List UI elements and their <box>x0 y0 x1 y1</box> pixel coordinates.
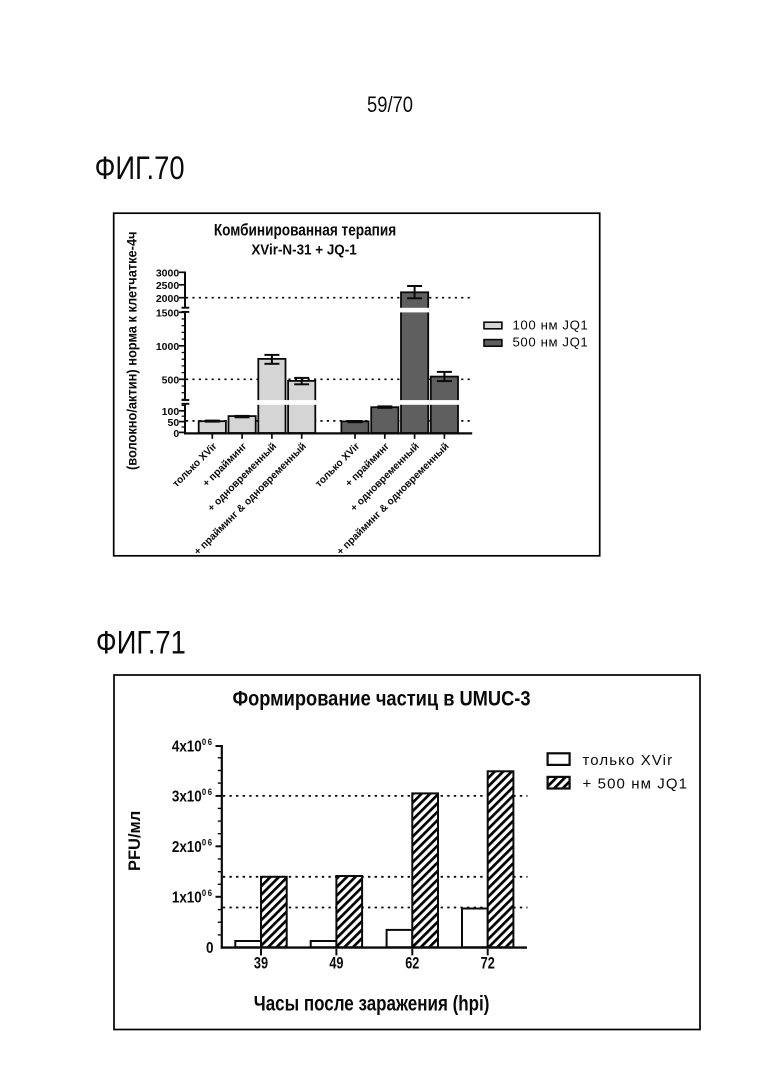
svg-text:2x10: 2x10 <box>172 839 202 856</box>
svg-text:59/70: 59/70 <box>367 94 413 118</box>
svg-text:62: 62 <box>405 955 419 973</box>
svg-text:(волокно/актин) норма к клетча: (волокно/актин) норма к клетчатке-4ч <box>124 231 139 470</box>
svg-text:ФИГ.71: ФИГ.71 <box>96 625 186 660</box>
svg-text:39: 39 <box>254 955 268 973</box>
svg-text:3x10: 3x10 <box>172 789 202 806</box>
svg-text:XVir-N-31 + JQ-1: XVir-N-31 + JQ-1 <box>251 241 357 257</box>
svg-text:1500: 1500 <box>156 308 180 320</box>
svg-text:только XVir: только XVir <box>583 752 674 769</box>
svg-text:+ прайминг & одновременный: + прайминг & одновременный <box>192 441 308 557</box>
svg-text:500 нм JQ1: 500 нм JQ1 <box>513 335 589 350</box>
svg-text:06: 06 <box>202 786 214 797</box>
svg-text:ФИГ.70: ФИГ.70 <box>95 151 185 186</box>
svg-text:72: 72 <box>481 955 495 973</box>
svg-text:PFU/мл: PFU/мл <box>125 811 144 871</box>
svg-text:1x10: 1x10 <box>172 890 202 907</box>
svg-text:3000: 3000 <box>156 268 180 280</box>
svg-text:100: 100 <box>162 406 180 418</box>
svg-text:Часы после заражения (hpi): Часы после заражения (hpi) <box>254 993 490 1016</box>
svg-text:2000: 2000 <box>156 293 180 305</box>
svg-text:+ 500 нм JQ1: + 500 нм JQ1 <box>583 775 689 792</box>
svg-text:2500: 2500 <box>156 280 180 292</box>
svg-text:50: 50 <box>168 417 180 429</box>
svg-text:100 нм JQ1: 100 нм JQ1 <box>513 318 589 333</box>
svg-text:4x10: 4x10 <box>172 739 202 756</box>
svg-text:0: 0 <box>206 940 213 957</box>
svg-text:Формирование частиц в UMUC-3: Формирование частиц в UMUC-3 <box>232 687 530 711</box>
svg-text:+ прайминг & одновременный: + прайминг & одновременный <box>335 441 451 557</box>
svg-text:06: 06 <box>202 887 214 898</box>
svg-text:500: 500 <box>162 375 180 387</box>
svg-text:Комбинированная терапия: Комбинированная терапия <box>214 221 396 239</box>
svg-text:1000: 1000 <box>156 341 180 353</box>
svg-text:06: 06 <box>202 737 214 748</box>
svg-text:06: 06 <box>202 837 214 848</box>
svg-text:0: 0 <box>173 428 179 440</box>
svg-text:49: 49 <box>329 955 343 973</box>
